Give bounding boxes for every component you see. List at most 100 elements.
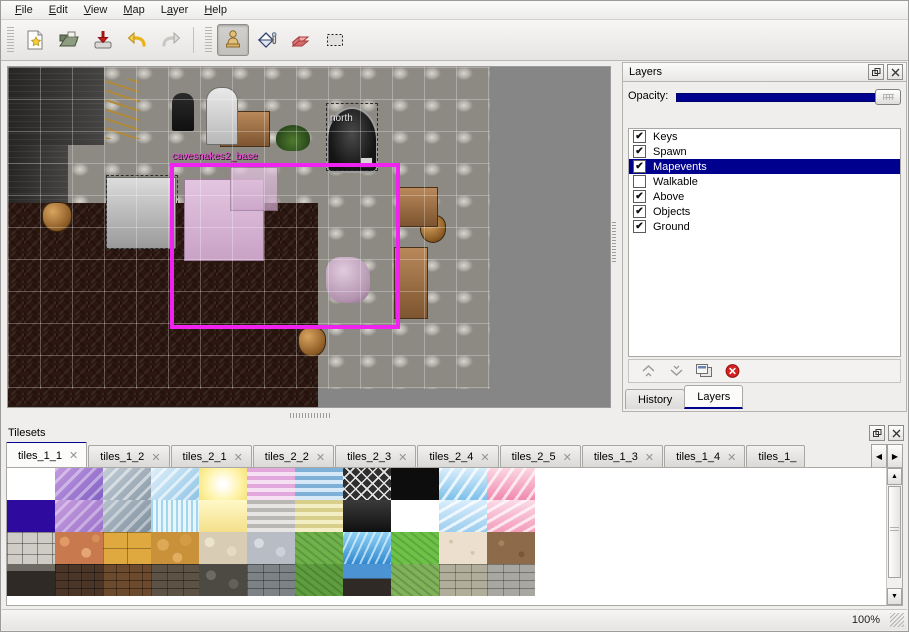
move-layer-up-button[interactable] — [637, 361, 659, 381]
tile[interactable] — [151, 468, 199, 500]
tile[interactable] — [343, 564, 391, 596]
close-tab-icon[interactable]: ✕ — [644, 451, 655, 464]
close-tab-icon[interactable]: ✕ — [69, 450, 79, 462]
fill-tool-button[interactable] — [251, 24, 283, 56]
layer-visibility-checkbox[interactable]: ✔ — [633, 190, 646, 203]
map-viewport[interactable]: cavesnakes2_base north — [7, 66, 611, 408]
tileset-tab-tiles_1_2[interactable]: tiles_1_2 ✕ — [88, 445, 170, 468]
tile[interactable] — [199, 500, 247, 532]
close-tab-icon[interactable]: ✕ — [562, 451, 572, 464]
scroll-tabs-left-button[interactable]: ◀ — [871, 444, 887, 468]
tile[interactable] — [103, 500, 151, 532]
tile[interactable] — [343, 532, 391, 564]
tileset-tile-grid[interactable] — [7, 468, 535, 596]
close-tab-icon[interactable]: ✕ — [727, 451, 737, 464]
open-map-button[interactable] — [53, 24, 85, 56]
layer-visibility-checkbox[interactable]: ✔ — [633, 160, 646, 173]
menu-file[interactable]: File — [15, 4, 33, 16]
redo-button[interactable] — [155, 24, 187, 56]
tileset-tab-tiles_1_5[interactable]: tiles_1_ — [746, 445, 806, 468]
tileset-tab-tiles_2_1[interactable]: tiles_2_1 ✕ — [170, 445, 252, 468]
tile[interactable] — [391, 468, 439, 500]
opacity-slider[interactable] — [676, 89, 901, 105]
tile[interactable] — [439, 564, 487, 596]
map-selection-rectangle[interactable] — [170, 163, 400, 329]
tile[interactable] — [151, 532, 199, 564]
menu-help[interactable]: Help — [204, 4, 227, 16]
tile[interactable] — [7, 532, 55, 564]
tile[interactable] — [391, 500, 439, 532]
layer-row-spawn[interactable]: ✔ Spawn — [629, 144, 900, 159]
tile[interactable] — [247, 532, 295, 564]
opacity-slider-knob[interactable] — [875, 89, 901, 105]
tileset-tab-tiles_2_4[interactable]: tiles_2_4 ✕ — [417, 445, 499, 468]
scroll-down-button[interactable]: ▼ — [887, 588, 902, 605]
float-icon[interactable] — [869, 425, 885, 441]
resize-grip[interactable] — [890, 613, 904, 627]
tile[interactable] — [247, 500, 295, 532]
tile[interactable] — [439, 532, 487, 564]
scroll-up-button[interactable]: ▲ — [887, 468, 902, 485]
duplicate-layer-button[interactable] — [693, 361, 715, 381]
tile[interactable] — [247, 468, 295, 500]
toolbar-grip[interactable] — [7, 27, 14, 53]
select-tool-button[interactable] — [319, 24, 351, 56]
layer-row-keys[interactable]: ✔ Keys — [629, 129, 900, 144]
tab-layers[interactable]: Layers — [684, 385, 744, 409]
undo-button[interactable] — [121, 24, 153, 56]
tile[interactable] — [247, 564, 295, 596]
tileset-tab-tiles_1_4[interactable]: tiles_1_4 ✕ — [664, 445, 746, 468]
tile[interactable] — [343, 468, 391, 500]
menu-edit[interactable]: Edit — [48, 4, 68, 16]
tile[interactable] — [487, 500, 535, 532]
float-icon[interactable] — [868, 64, 884, 80]
tileset-tab-tiles_1_3[interactable]: tiles_1_3 ✕ — [581, 445, 664, 468]
tile[interactable] — [295, 532, 343, 564]
layer-row-above[interactable]: ✔ Above — [629, 189, 900, 204]
close-icon[interactable] — [887, 64, 903, 80]
tile[interactable] — [103, 468, 151, 500]
tile[interactable] — [55, 532, 103, 564]
map-event-box-stairs[interactable] — [106, 175, 178, 249]
delete-layer-button[interactable] — [721, 361, 743, 381]
layer-row-walkable[interactable]: Walkable — [629, 174, 900, 189]
tile[interactable] — [55, 468, 103, 500]
close-tab-icon[interactable]: ✕ — [480, 451, 490, 464]
tileset-vertical-scrollbar[interactable]: ▲ ▼ — [886, 468, 902, 605]
vertical-splitter[interactable] — [611, 61, 617, 422]
tile[interactable] — [151, 500, 199, 532]
layer-visibility-checkbox[interactable]: ✔ — [633, 220, 646, 233]
tile[interactable] — [343, 500, 391, 532]
tile[interactable] — [439, 500, 487, 532]
tile[interactable] — [439, 468, 487, 500]
tile[interactable] — [199, 532, 247, 564]
close-icon[interactable] — [888, 425, 904, 441]
close-tab-icon[interactable]: ✕ — [151, 451, 161, 464]
tab-history[interactable]: History — [625, 389, 686, 409]
save-map-button[interactable] — [87, 24, 119, 56]
tile[interactable] — [391, 532, 439, 564]
tileset-tab-tiles_2_3[interactable]: tiles_2_3 ✕ — [335, 445, 417, 468]
layer-row-ground[interactable]: ✔ Ground — [629, 219, 900, 234]
stamp-tool-button[interactable] — [217, 24, 249, 56]
tile[interactable] — [295, 500, 343, 532]
layer-visibility-checkbox[interactable]: ✔ — [633, 130, 646, 143]
tileset-palette[interactable]: ▲ ▼ — [6, 467, 903, 606]
tile[interactable] — [7, 500, 55, 532]
tile[interactable] — [391, 564, 439, 596]
close-tab-icon[interactable]: ✕ — [233, 451, 243, 464]
tile[interactable] — [295, 468, 343, 500]
map-event-box-north[interactable] — [326, 103, 378, 171]
layer-visibility-checkbox[interactable]: ✔ — [633, 145, 646, 158]
scroll-tabs-right-button[interactable]: ▶ — [887, 444, 903, 468]
tile[interactable] — [487, 564, 535, 596]
tile[interactable] — [151, 564, 199, 596]
tile[interactable] — [103, 532, 151, 564]
layer-row-mapevents[interactable]: ✔ Mapevents — [629, 159, 900, 174]
tile[interactable] — [55, 564, 103, 596]
tileset-tab-tiles_2_2[interactable]: tiles_2_2 ✕ — [252, 445, 335, 468]
menu-view[interactable]: View — [83, 4, 108, 16]
menu-map[interactable]: Map — [123, 4, 145, 16]
layer-row-objects[interactable]: ✔ Objects — [629, 204, 900, 219]
close-tab-icon[interactable]: ✕ — [398, 451, 408, 464]
